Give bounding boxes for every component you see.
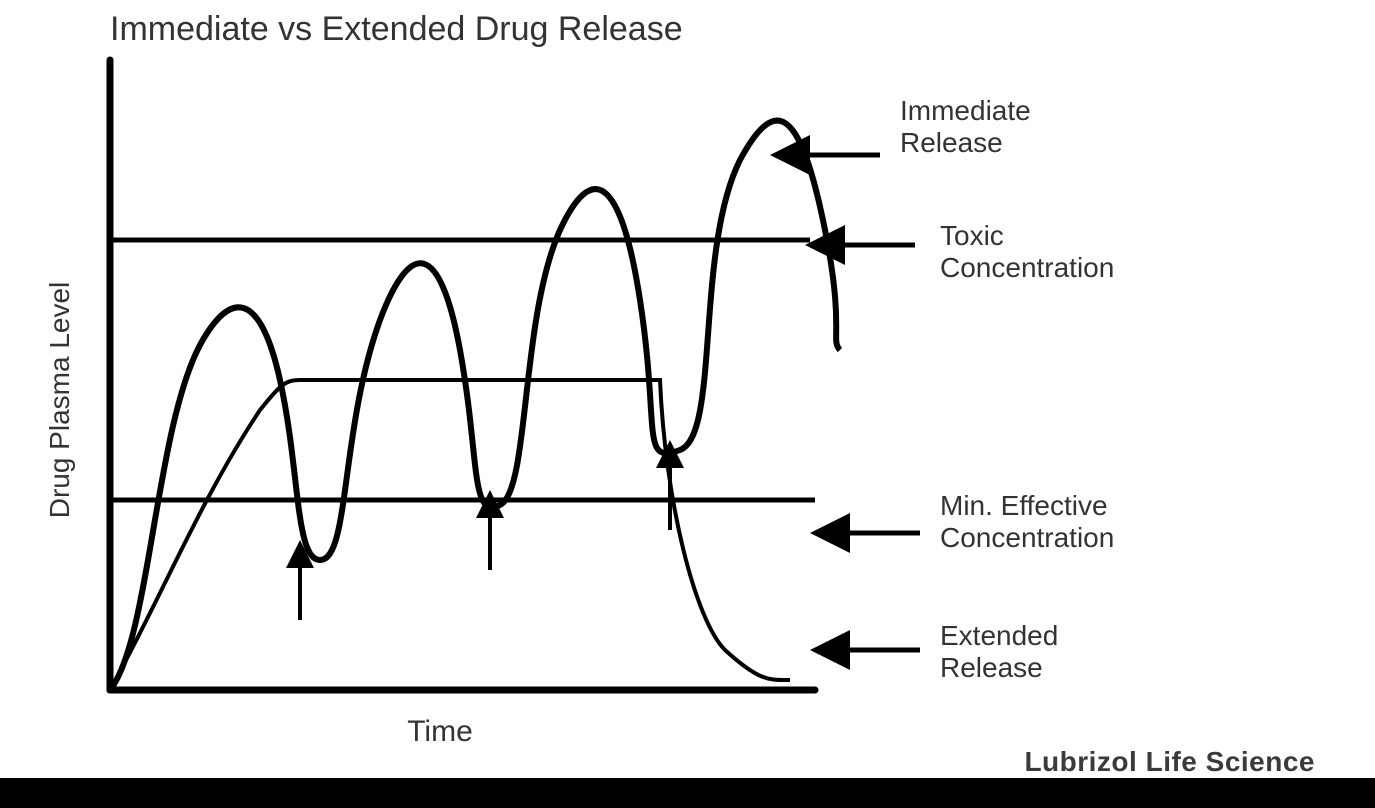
extended-release-curve (110, 380, 790, 690)
extended-release-label: ExtendedRelease (940, 620, 1058, 684)
toxic-concentration-label: ToxicConcentration (940, 220, 1114, 284)
bottom-bar (0, 778, 1375, 808)
chart-page: Immediate vs Extended Drug Release Drug … (0, 0, 1375, 808)
immediate-release-label: ImmediateRelease (900, 95, 1031, 159)
attribution-text: Lubrizol Life Science (1024, 746, 1315, 778)
dose-arrows (300, 460, 670, 620)
immediate-release-curve (110, 121, 840, 690)
min-effective-label: Min. EffectiveConcentration (940, 490, 1114, 554)
chart-svg (0, 0, 1375, 808)
